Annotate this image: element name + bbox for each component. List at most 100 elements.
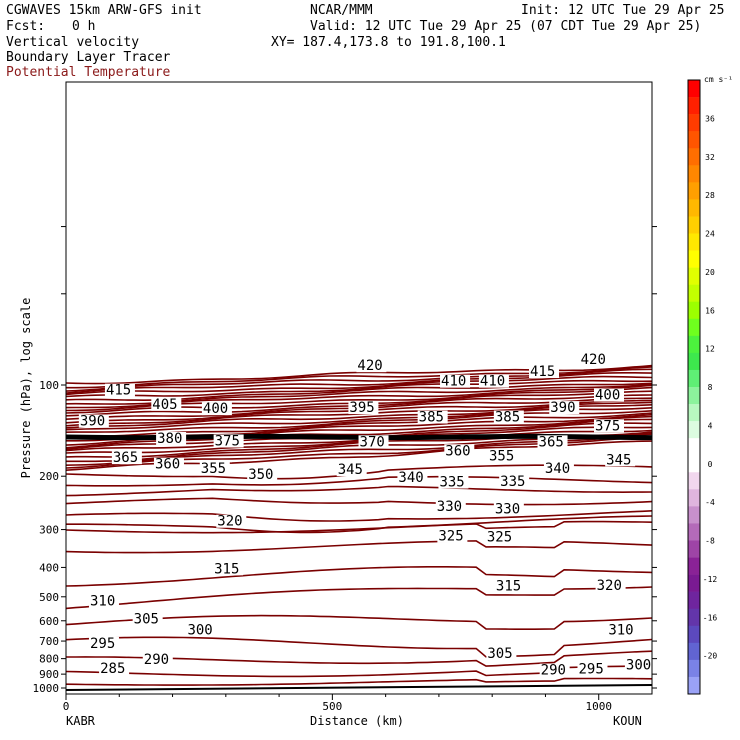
contour-line [65, 379, 653, 398]
contour-label: 390 [550, 400, 575, 416]
colorbar-frame [687, 79, 701, 695]
contour-label-bg [348, 401, 379, 415]
contour-label-bg [78, 414, 109, 428]
colorbar-swatch [688, 489, 700, 507]
colorbar-swatch [688, 182, 700, 200]
contour-label-bg [493, 502, 524, 516]
contour-label: 355 [201, 461, 226, 477]
colorbar-label: -4 [705, 498, 715, 507]
contour-label: 340 [398, 470, 423, 486]
contour-label-bg [607, 623, 638, 637]
model-title: CGWAVES 15km ARW-GFS init [6, 3, 202, 18]
contour-label: 345 [338, 462, 363, 478]
contour-line [65, 614, 653, 630]
colorbar-label: 24 [705, 230, 715, 239]
colorbar-swatch [688, 216, 700, 234]
contour-label-bg [99, 661, 130, 675]
contour-label: 310 [608, 622, 633, 638]
contour-label: 395 [349, 400, 374, 416]
contour-label: 335 [500, 474, 525, 490]
colorbar-swatch [688, 540, 700, 558]
colorbar-swatch [688, 267, 700, 285]
contour-label-bg [529, 365, 560, 379]
contour-label: 350 [248, 467, 273, 483]
contour-label: 315 [496, 578, 521, 594]
fcst-label: Fcst: [6, 19, 46, 34]
right-station-label: KOUN [613, 714, 642, 728]
colorbar-swatch [688, 148, 700, 166]
contour-label-bg [247, 467, 278, 481]
colorbar-label: 20 [705, 268, 715, 277]
contour-label-bg [486, 646, 517, 660]
colorbar-label: -8 [705, 537, 715, 546]
colorbar-swatch [688, 438, 700, 456]
contour-label-bg [593, 419, 624, 433]
colorbar-label: 36 [705, 114, 715, 123]
contour-line [65, 677, 653, 686]
contour-label-bg [104, 383, 135, 397]
contour-label-bg [199, 461, 230, 475]
contour-label: 335 [439, 474, 464, 490]
contour-label: 325 [487, 530, 512, 546]
colorbar-label: -12 [703, 575, 718, 584]
contour-label: 385 [419, 410, 444, 426]
colorbar-swatch [688, 421, 700, 439]
contour-label-bg [132, 612, 163, 626]
field-vertical-velocity: Vertical velocity [6, 35, 140, 50]
colorbar-swatch [688, 387, 700, 405]
contour-label: 375 [215, 434, 240, 450]
colorbar-unit: cm s⁻¹ [704, 75, 733, 84]
surface-line [65, 684, 653, 691]
contour-line [65, 510, 653, 522]
colorbar-swatch [688, 472, 700, 490]
colorbar-swatch [688, 131, 700, 149]
contour-label: 295 [578, 662, 603, 678]
contour-label-bg [356, 359, 387, 373]
colorbar-swatch [688, 318, 700, 337]
contour-label: 325 [438, 528, 463, 544]
contour-label-bg [549, 401, 580, 415]
contour-label: 330 [437, 499, 462, 515]
colorbar-swatch [688, 523, 700, 541]
colorbar-swatch [688, 80, 700, 98]
colorbar-swatch [688, 659, 700, 678]
contour-line [65, 485, 653, 497]
contour-label: 315 [214, 561, 239, 577]
contour-label-bg [485, 530, 516, 544]
y-tick-label: 300 [39, 524, 59, 537]
contour-label-bg [88, 636, 119, 650]
contour-label: 365 [539, 434, 564, 450]
contour-label-bg [605, 453, 636, 467]
colorbar-swatch [688, 250, 700, 268]
contour-label-bg [438, 475, 469, 489]
contour-label-bg [213, 562, 244, 576]
contour-label-bg [336, 463, 367, 477]
contour-label-bg [577, 662, 608, 676]
contour-label: 330 [495, 502, 520, 518]
center-name: NCAR/MMM [310, 3, 373, 18]
contour-label: 320 [217, 514, 242, 530]
colorbar-swatch [688, 676, 700, 695]
colorbar-swatch [688, 352, 700, 371]
contour-label: 290 [144, 652, 169, 668]
y-tick-label: 500 [39, 591, 59, 604]
contour-label: 415 [530, 364, 555, 380]
y-tick-label: 600 [39, 615, 59, 628]
colorbar-swatch [688, 455, 700, 473]
colorbar-swatch [688, 574, 700, 592]
colorbar-swatch [688, 506, 700, 524]
contour-label-bg [156, 431, 187, 445]
contour-label: 345 [606, 452, 631, 468]
x-tick-label: 1000 [585, 700, 612, 713]
contour-label: 295 [90, 636, 115, 652]
contour-label-bg [478, 374, 509, 388]
y-tick-label: 100 [39, 379, 59, 392]
contour-label-bg [417, 410, 448, 424]
contour-label-bg [537, 435, 568, 449]
colorbar-label: -16 [703, 613, 718, 622]
y-axis-label: Pressure (hPa), log scale [19, 298, 33, 479]
contour-label: 410 [480, 374, 505, 390]
contour-label-bg [435, 500, 466, 514]
x-tick-label: 0 [63, 700, 70, 713]
